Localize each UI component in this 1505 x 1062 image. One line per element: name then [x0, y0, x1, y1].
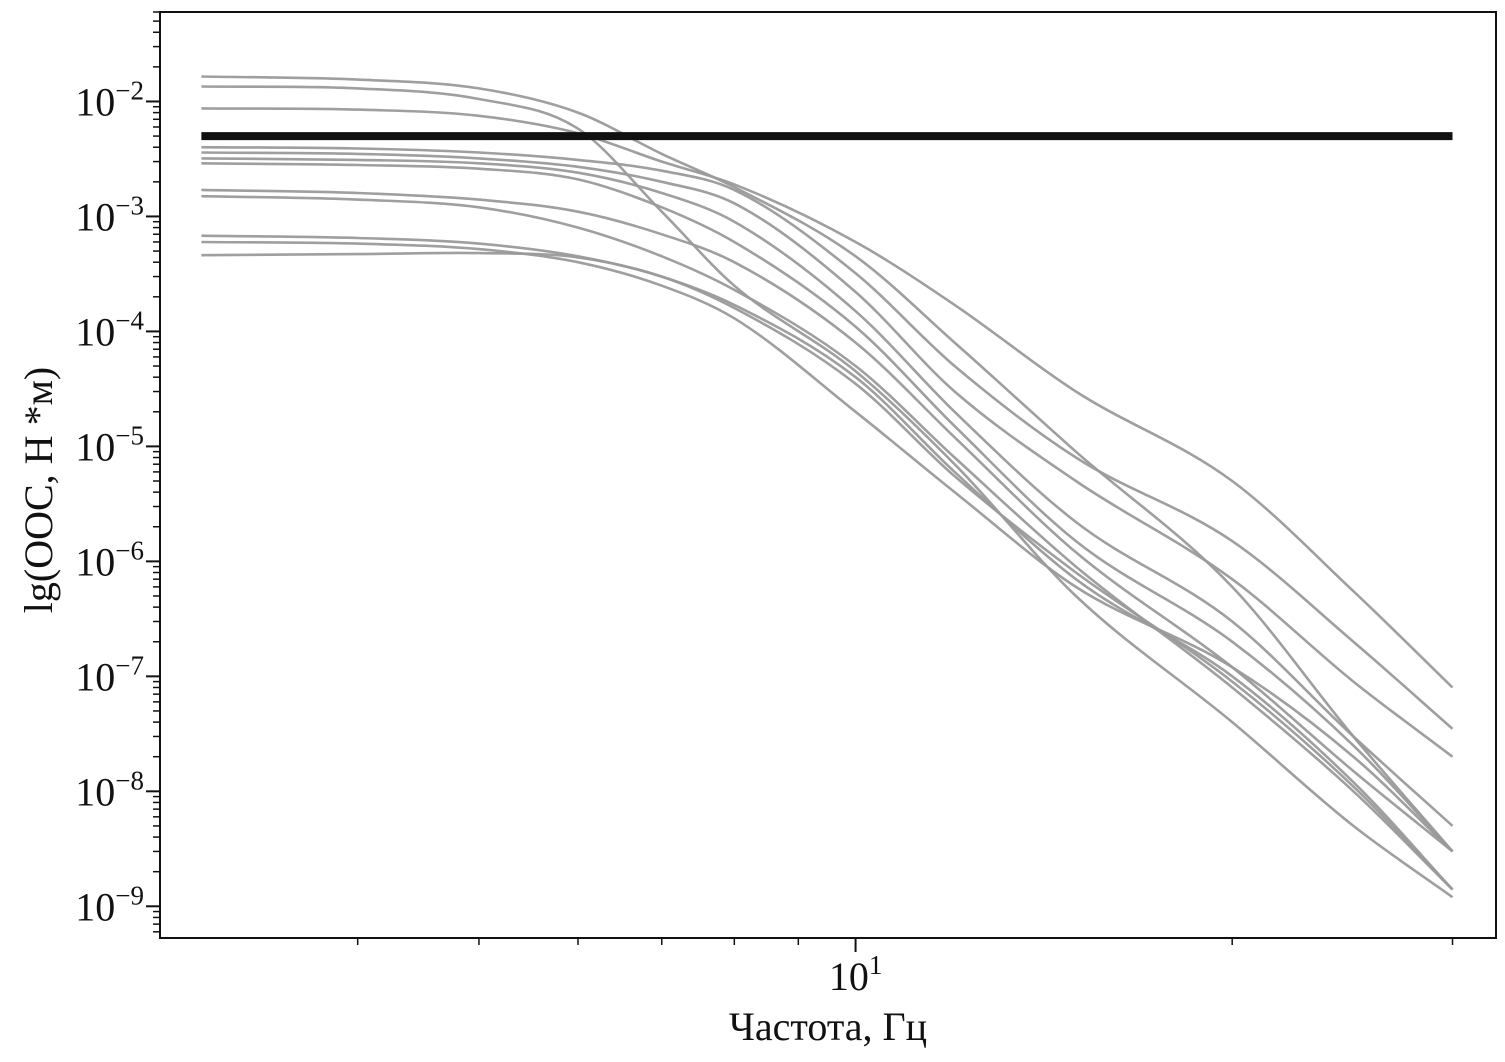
plot-frame: [159, 11, 1497, 939]
series-line-10: [201, 234, 1454, 891]
series-line-11: [201, 240, 1454, 853]
x-axis-title: Частота, Гц: [729, 1004, 927, 1049]
data-curves: [201, 75, 1454, 899]
y-tick-label: 10−6: [75, 535, 144, 584]
series-line-3: [201, 107, 1454, 689]
series-line-4: [201, 145, 1454, 730]
y-tick-label: 10−5: [75, 420, 144, 469]
series-line-5: [201, 151, 1454, 758]
y-tick-label: 10−7: [75, 650, 144, 699]
series-line-6: [201, 157, 1454, 827]
y-tick-label: 10−3: [75, 190, 144, 239]
y-tick-label: 10−9: [75, 880, 144, 929]
y-tick-label: 10−8: [75, 765, 144, 814]
series-line-8: [201, 188, 1454, 853]
x-axis-ticks: 101: [356, 938, 1454, 999]
series-line-1: [201, 75, 1454, 853]
x-tick-label: 101: [829, 950, 883, 999]
series-line-2: [201, 85, 1454, 899]
y-tick-label: 10−4: [75, 305, 144, 354]
y-tick-label: 10−2: [75, 75, 144, 124]
y-axis-ticks: 10−2 10−3 10−4 10−5 10−6 10−7 10−8 10−9: [75, 11, 160, 933]
series-line-12: [201, 251, 1454, 891]
series-line-9: [201, 194, 1454, 891]
y-axis-title: lg(OOC, H *м): [16, 367, 61, 613]
series-line-7: [201, 162, 1454, 853]
